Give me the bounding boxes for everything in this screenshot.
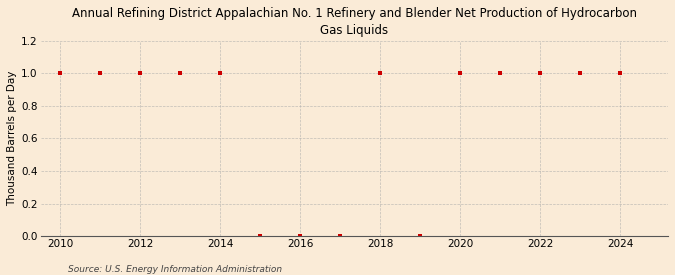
Y-axis label: Thousand Barrels per Day: Thousand Barrels per Day: [7, 71, 17, 206]
Title: Annual Refining District Appalachian No. 1 Refinery and Blender Net Production o: Annual Refining District Appalachian No.…: [72, 7, 637, 37]
Text: Source: U.S. Energy Information Administration: Source: U.S. Energy Information Administ…: [68, 265, 281, 274]
